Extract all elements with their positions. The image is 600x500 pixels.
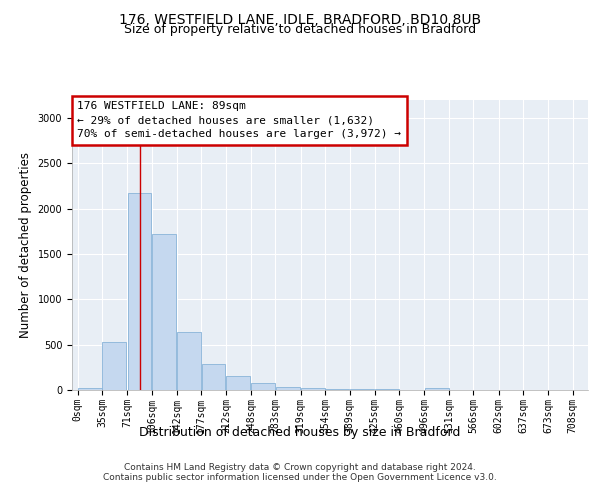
Bar [251,383,275,390]
Bar [177,332,201,390]
Bar [78,388,102,390]
Bar [226,376,250,390]
Text: Contains public sector information licensed under the Open Government Licence v3: Contains public sector information licen… [103,474,497,482]
Bar [301,388,325,390]
Bar [202,364,226,390]
Text: Size of property relative to detached houses in Bradford: Size of property relative to detached ho… [124,22,476,36]
Y-axis label: Number of detached properties: Number of detached properties [19,152,32,338]
Bar [350,388,374,390]
Bar [103,342,126,390]
Bar [375,389,399,390]
Text: Distribution of detached houses by size in Bradford: Distribution of detached houses by size … [139,426,461,439]
Text: 176, WESTFIELD LANE, IDLE, BRADFORD, BD10 8UB: 176, WESTFIELD LANE, IDLE, BRADFORD, BD1… [119,12,481,26]
Bar [128,193,151,390]
Bar [152,234,176,390]
Text: Contains HM Land Registry data © Crown copyright and database right 2024.: Contains HM Land Registry data © Crown c… [124,464,476,472]
Text: 176 WESTFIELD LANE: 89sqm
← 29% of detached houses are smaller (1,632)
70% of se: 176 WESTFIELD LANE: 89sqm ← 29% of detac… [77,102,401,140]
Bar [276,387,299,390]
Bar [325,388,349,390]
Bar [425,388,449,390]
